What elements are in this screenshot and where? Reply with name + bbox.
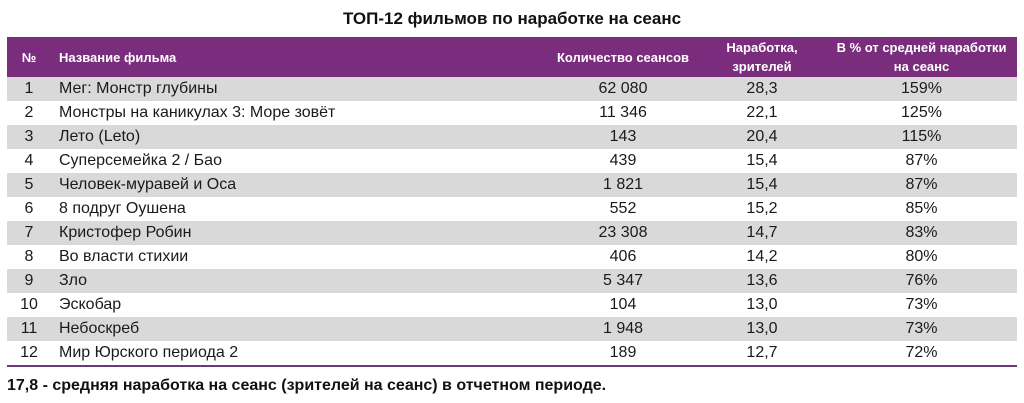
row-viewers: 15,2 — [746, 200, 778, 217]
row-sessions: 552 — [609, 200, 637, 217]
row-sessions: 104 — [609, 296, 637, 313]
row-film-name: Монстры на каникулах 3: Море зовёт — [59, 104, 336, 121]
table-row: 8 Во власти стихии 406 14,2 80% — [7, 245, 1017, 269]
row-viewers: 14,2 — [746, 248, 778, 265]
row-num: 10 — [20, 296, 38, 313]
row-viewers: 12,7 — [698, 341, 826, 367]
table-row: 10 Эскобар 104 13,0 73% — [7, 293, 1017, 317]
films-table: № Название фильма Количество сеансов Нар… — [7, 37, 1017, 367]
row-viewers: 28,3 — [746, 80, 778, 97]
row-percent: 125% — [901, 104, 942, 121]
row-percent: 115% — [901, 128, 942, 145]
table-row: 7 Кристофер Робин 23 308 14,7 83% — [7, 221, 1017, 245]
row-film-name: 8 подруг Оушена — [59, 200, 186, 217]
row-percent: 83% — [905, 224, 938, 241]
row-film-name: Зло — [59, 272, 88, 289]
table-row: 6 8 подруг Оушена 552 15,2 85% — [7, 197, 1017, 221]
row-sessions: 143 — [609, 128, 637, 145]
table-title: ТОП-12 фильмов по наработке на сеанс — [342, 9, 682, 28]
row-viewers: 15,4 — [746, 152, 778, 169]
header-name: Название фильма — [59, 49, 177, 65]
header-num: № — [21, 49, 37, 65]
row-num: 9 — [24, 272, 34, 289]
table-row: 3 Лето (Leto) 143 20,4 115% — [7, 125, 1017, 149]
table-row: 5 Человек-муравей и Оса 1 821 15,4 87% — [7, 173, 1017, 197]
header-viewers: Наработка, зрителей — [726, 40, 798, 74]
row-percent: 87% — [905, 176, 938, 193]
row-num: 11 — [20, 320, 38, 337]
row-viewers: 15,4 — [746, 176, 778, 193]
row-film-name: Мег: Монстр глубины — [59, 80, 218, 97]
table-row: 9 Зло 5 347 13,6 76% — [7, 269, 1017, 293]
row-num: 1 — [24, 80, 34, 97]
row-film-name: Эскобар — [59, 296, 122, 313]
table-row: 11 Небоскреб 1 948 13,0 73% — [7, 317, 1017, 341]
row-viewers: 13,0 — [746, 296, 778, 313]
row-film-name: Небоскреб — [59, 320, 140, 337]
row-sessions: 1 948 — [602, 320, 644, 337]
row-num: 12 — [7, 341, 51, 367]
row-sessions: 11 346 — [599, 104, 647, 121]
row-percent: 76% — [905, 272, 938, 289]
row-num: 6 — [24, 200, 34, 217]
row-num: 5 — [24, 176, 34, 193]
row-num: 8 — [24, 248, 34, 265]
row-sessions: 5 347 — [602, 272, 644, 289]
row-film-name: Человек-муравей и Оса — [59, 176, 237, 193]
row-sessions: 1 821 — [602, 176, 644, 193]
row-sessions: 189 — [548, 341, 698, 367]
row-percent: 73% — [905, 296, 938, 313]
row-percent: 80% — [905, 248, 938, 265]
row-viewers: 13,0 — [746, 320, 778, 337]
row-sessions: 23 308 — [598, 224, 648, 241]
row-percent: 73% — [905, 320, 938, 337]
row-film-name: Во власти стихии — [59, 248, 189, 265]
row-num: 2 — [24, 104, 34, 121]
row-viewers: 22,1 — [746, 104, 778, 121]
row-percent: 159% — [901, 80, 942, 97]
row-viewers: 20,4 — [746, 128, 778, 145]
row-percent: 87% — [905, 152, 938, 169]
row-film-name: Суперсемейка 2 / Бао — [59, 152, 222, 169]
header-sessions: Количество сеансов — [556, 49, 690, 65]
row-sessions: 406 — [609, 248, 637, 265]
table-row: 12 Мир Юрского периода 2 189 12,7 72% — [7, 341, 1017, 367]
row-num: 3 — [24, 128, 34, 145]
row-viewers: 14,7 — [746, 224, 778, 241]
row-film-name: Лето (Leto) — [59, 128, 141, 145]
row-film-name: Мир Юрского периода 2 — [51, 341, 548, 367]
row-num: 4 — [24, 152, 34, 169]
footer-note: 17,8 - средняя наработка на сеанс (зрите… — [7, 377, 607, 394]
row-film-name: Кристофер Робин — [59, 224, 192, 241]
table-row: 2 Монстры на каникулах 3: Море зовёт 11 34… — [7, 101, 1017, 125]
table-header-row: № Название фильма Количество сеансов Нар… — [7, 37, 1017, 77]
row-sessions: 439 — [609, 152, 637, 169]
row-viewers: 13,6 — [746, 272, 778, 289]
row-percent: 85% — [905, 200, 938, 217]
table-row: 1 Мег: Монстр глубины 62 080 28,3 159% — [7, 77, 1017, 101]
header-percent: В % от средней наработки на сеанс — [836, 40, 1007, 74]
row-num: 7 — [24, 224, 34, 241]
table-row: 4 Суперсемейка 2 / Бао 439 15,4 87% — [7, 149, 1017, 173]
row-percent: 72% — [826, 341, 1017, 367]
row-sessions: 62 080 — [598, 80, 648, 97]
